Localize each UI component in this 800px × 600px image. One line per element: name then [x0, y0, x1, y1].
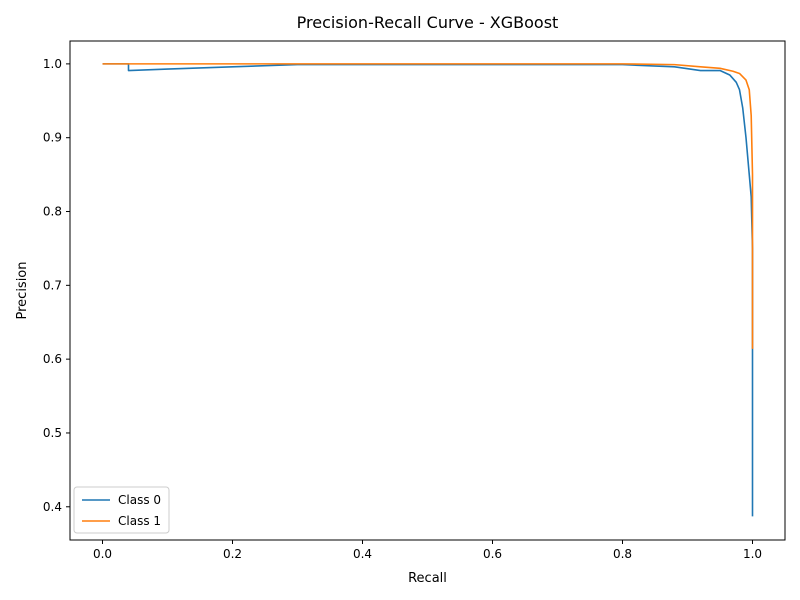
x-tick-label: 1.0 — [743, 547, 762, 561]
x-tick-label: 0.8 — [613, 547, 632, 561]
legend-label: Class 0 — [118, 493, 161, 507]
y-tick-label: 0.7 — [43, 278, 62, 292]
y-axis-label: Precision — [15, 261, 30, 319]
y-tick-label: 1.0 — [43, 57, 62, 71]
y-tick-label: 0.8 — [43, 205, 62, 219]
x-axis-label: Recall — [408, 571, 447, 586]
y-tick-label: 0.5 — [43, 426, 62, 440]
y-tick-label: 0.4 — [43, 500, 62, 514]
x-tick-label: 0.6 — [483, 547, 502, 561]
plot-frame — [69, 40, 786, 541]
y-tick-label: 0.9 — [43, 131, 62, 145]
chart-title: Precision-Recall Curve - XGBoost — [297, 13, 559, 32]
y-tick-label: 0.6 — [43, 352, 62, 366]
series-line-class-0 — [102, 63, 754, 517]
legend: Class 0 Class 1 — [73, 486, 170, 534]
x-tick-label: 0.2 — [223, 547, 242, 561]
x-axis-ticks: 0.0 0.2 0.4 0.6 0.8 1.0 — [93, 540, 762, 561]
y-axis-ticks: 0.4 0.5 0.6 0.7 0.8 0.9 1.0 — [43, 57, 70, 514]
x-tick-label: 0.4 — [353, 547, 372, 561]
legend-label: Class 1 — [118, 514, 161, 528]
series-line-class-1 — [102, 63, 754, 349]
x-tick-label: 0.0 — [93, 547, 112, 561]
series-layer — [102, 63, 754, 517]
